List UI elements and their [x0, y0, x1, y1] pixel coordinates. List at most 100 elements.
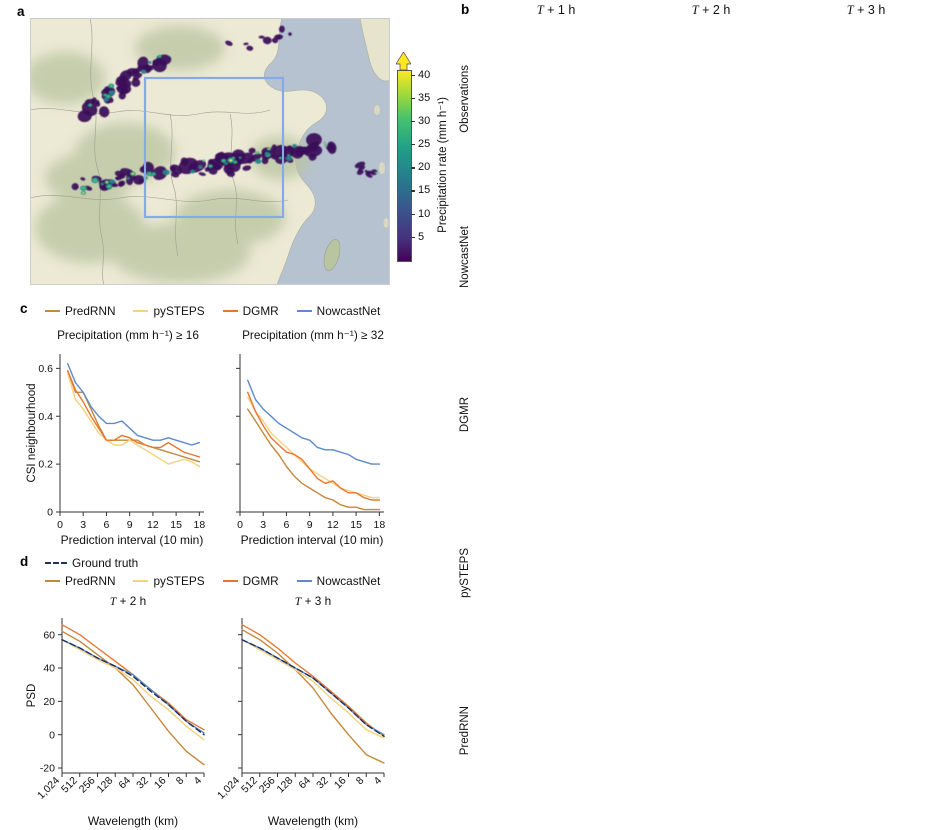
column-header-t3: T + 3 h: [791, 3, 941, 18]
legend-item-dgmr: DGMR: [222, 304, 279, 318]
svg-text:32: 32: [314, 775, 331, 792]
svg-text:64: 64: [296, 775, 313, 792]
chart-title-psd-t2-text: + 2 h: [116, 594, 147, 608]
column-header-t2-text: + 2 h: [698, 3, 731, 17]
legend-item-pysteps: pySTEPS: [133, 574, 205, 588]
legend-panel-c: PredRNN pySTEPS DGMR NowcastNet: [45, 304, 380, 318]
svg-text:3: 3: [260, 519, 266, 531]
column-header-t1: T + 1 h: [481, 3, 631, 18]
legend-item-nowcastnet: NowcastNet: [296, 304, 380, 318]
svg-text:18: 18: [194, 519, 206, 531]
colorbar-title: Precipitation rate (mm h⁻¹): [437, 97, 449, 233]
svg-text:12: 12: [147, 519, 159, 531]
column-header-t3-text: + 3 h: [853, 3, 886, 17]
legend-swatch: [222, 580, 238, 582]
row-label-wrap: DGMR: [456, 338, 474, 492]
svg-text:4: 4: [192, 775, 205, 788]
colorbar-tick-label: 35: [418, 91, 431, 104]
chart-title-csi32: Precipitation (mm h⁻¹) ≥ 32: [242, 328, 384, 342]
chart-csi-ge16: 0 0.2 0.4 0.6 0 3 6 9 12 15 18 Prediction interval …: [26, 354, 206, 547]
column-header-t1-italic: T: [536, 3, 544, 17]
svg-text:0: 0: [237, 519, 243, 531]
china-precipitation-radar-map: [30, 18, 390, 285]
svg-text:8: 8: [354, 775, 367, 788]
legend-swatch: [296, 310, 312, 312]
svg-text:32: 32: [134, 775, 151, 792]
row-label-wrap: pySTEPS: [456, 496, 474, 650]
svg-text:8: 8: [174, 775, 187, 788]
svg-text:12: 12: [327, 519, 339, 531]
svg-text:16: 16: [332, 775, 349, 792]
legend-swatch: [133, 310, 149, 312]
legend-panel-d-row2: PredRNN pySTEPS DGMR NowcastNet: [45, 574, 380, 588]
svg-text:20: 20: [43, 696, 55, 708]
row-label-nowcastnet: NowcastNet: [459, 226, 471, 288]
row-label-predrnn: PredRNN: [459, 706, 471, 756]
colorbar-tick: [411, 97, 415, 99]
legend-swatch: [45, 310, 60, 312]
colorbar-tick-label: 10: [418, 207, 431, 220]
colorbar-gradient: [397, 70, 412, 262]
column-header-t2-italic: T: [691, 3, 699, 17]
chart-title-psd-t3-italic: T: [294, 594, 302, 608]
chart-title-psd-t2-italic: T: [109, 594, 117, 608]
svg-text:6: 6: [284, 519, 290, 531]
legend-swatch: [45, 580, 60, 582]
legend-label: Ground truth: [72, 556, 139, 570]
legend-item-dgmr: DGMR: [222, 574, 279, 588]
svg-text:9: 9: [307, 519, 313, 531]
chart-title-psd-t3-text: + 3 h: [301, 594, 332, 608]
svg-text:512: 512: [59, 775, 80, 796]
colorbar-arrow-icon: [396, 52, 411, 70]
svg-text:Wavelength (km): Wavelength (km): [268, 814, 358, 828]
svg-text:4: 4: [372, 775, 385, 788]
legend-swatch: [222, 310, 238, 312]
panel-d-label: d: [20, 554, 29, 569]
legend-panel-d-row1: Ground truth: [45, 556, 138, 570]
row-label-pysteps: pySTEPS: [459, 548, 471, 598]
colorbar-tick: [411, 190, 415, 192]
svg-text:0.6: 0.6: [38, 363, 53, 375]
panel-c-label: c: [20, 301, 28, 316]
svg-text:512: 512: [239, 775, 260, 796]
svg-text:15: 15: [170, 519, 182, 531]
row-label-observations: Observations: [459, 65, 471, 133]
colorbar-tick: [411, 167, 415, 169]
legend-item-predrnn: PredRNN: [45, 304, 115, 318]
svg-text:40: 40: [43, 663, 55, 675]
svg-text:15: 15: [350, 519, 362, 531]
legend-swatch: [45, 562, 67, 564]
legend-label: DGMR: [242, 304, 279, 318]
legend-item-ground-truth: Ground truth: [45, 556, 138, 570]
colorbar-tick-label: 25: [418, 138, 431, 151]
panel-b-label: b: [461, 2, 470, 17]
svg-text:64: 64: [116, 775, 133, 792]
svg-text:128: 128: [94, 775, 115, 796]
colorbar-tick: [411, 213, 415, 215]
svg-text:1,024: 1,024: [215, 775, 242, 802]
svg-text:9: 9: [127, 519, 133, 531]
legend-label: PredRNN: [65, 304, 116, 318]
chart-title-psd-t3: T + 3 h: [228, 594, 398, 609]
legend-item-nowcastnet: NowcastNet: [296, 574, 380, 588]
colorbar-tick-label: 30: [418, 114, 431, 127]
svg-text:6: 6: [104, 519, 110, 531]
svg-text:-20: -20: [40, 763, 55, 775]
svg-text:60: 60: [43, 629, 55, 641]
row-label-dgmr: DGMR: [459, 397, 471, 433]
chart-title-psd-t2: T + 2 h: [43, 594, 213, 609]
svg-text:PSD: PSD: [26, 684, 38, 708]
svg-text:256: 256: [77, 775, 98, 796]
svg-text:16: 16: [152, 775, 169, 792]
column-header-t2: T + 2 h: [636, 3, 786, 18]
column-header-t1-text: + 1 h: [543, 3, 576, 17]
row-label-wrap: Observations: [456, 22, 474, 176]
legend-swatch: [296, 580, 312, 582]
row-label-wrap: NowcastNet: [456, 180, 474, 334]
panel-a-label: a: [17, 4, 25, 19]
legend-swatch: [133, 580, 149, 582]
legend-item-pysteps: pySTEPS: [133, 304, 205, 318]
legend-label: PredRNN: [65, 574, 116, 588]
